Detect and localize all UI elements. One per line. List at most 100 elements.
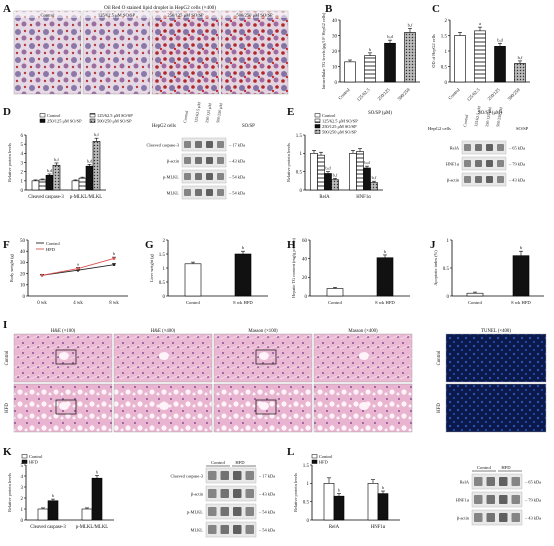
y-tick-label-F: 30 — [20, 261, 26, 266]
blot-band — [475, 160, 482, 167]
y-axis-label-J: Apoptotic index (%) — [433, 250, 438, 286]
blot-l-group-label: Control — [477, 465, 492, 470]
micrograph-caption: 500/250 μM SO/SP — [236, 13, 273, 18]
central-vein — [159, 402, 169, 410]
blot-d-lane-label: 125/62.5 μM — [193, 101, 202, 123]
significance-label-l: b — [338, 488, 340, 493]
significance-label-c: b,d — [497, 37, 503, 43]
legend-swatch-l — [311, 459, 318, 464]
histology-row-label: Control — [437, 350, 442, 365]
y-tick-label-G: 1 — [163, 267, 166, 272]
bar-e — [370, 182, 378, 191]
blot-band — [511, 477, 520, 486]
blot-strip — [181, 169, 227, 184]
significance-label-d: b,f — [94, 132, 99, 138]
blot-d-title-left: HepG2 cells — [152, 124, 176, 129]
blot-strip — [471, 473, 523, 490]
y-tick-label-D: 6 — [21, 134, 24, 139]
blot-band — [511, 513, 520, 522]
x-tick-label-e: RelA — [319, 195, 330, 200]
blot-e-title-left: HepG2 cells — [428, 126, 451, 131]
y-axis-label-H: Hepatic TG content (mg/g protein) — [291, 238, 296, 298]
legend-label-f: HFD — [46, 247, 56, 252]
bar-h — [376, 257, 394, 297]
legend-swatch-e — [314, 118, 321, 123]
chart-c: 0 0.5 1 1.5 2 OD of HepG2 cells Control a 125/62… — [431, 19, 530, 116]
histology-header: H&E (×100) — [51, 329, 76, 334]
y-tick-label-F: 20 — [20, 272, 26, 277]
chart-h: 0 20 40 60 Hepatic TG content (mg/g protein)… — [291, 238, 410, 305]
x-tick-label-c: Control — [447, 87, 461, 101]
y-tick-label-B: 0 — [335, 81, 338, 86]
y-tick-label-F: 50 — [20, 239, 26, 244]
blot-kda-label: – 54 kDa — [258, 509, 275, 514]
bar-e — [331, 179, 339, 191]
blot-l-group-label: HFD — [501, 465, 511, 470]
blot-band-label: p-MLKL — [187, 509, 203, 514]
y-axis-label-G: Liver weight (g) — [149, 253, 154, 282]
micrograph-caption: Control — [40, 13, 55, 18]
x-tick-label-k: p-MLKL/MLKL — [76, 525, 109, 530]
central-vein — [59, 352, 69, 360]
data-point-f — [40, 273, 44, 277]
blot-band — [474, 495, 483, 504]
zoom-box — [255, 399, 277, 415]
blot-band — [217, 173, 224, 180]
blot-band — [195, 173, 202, 180]
bar-b — [364, 55, 376, 83]
panel-a-title: Oil Red O stained lipid droplet in HepG2… — [104, 4, 216, 11]
blot-band — [245, 489, 254, 498]
y-tick-label-E: 0 — [300, 189, 303, 194]
blot-e-lane-label: 500/250 μM — [495, 106, 503, 127]
bar-d — [52, 164, 61, 191]
x-tick-label-g: Control — [186, 300, 201, 305]
legend-label-d: Control — [47, 113, 61, 118]
data-point-f — [112, 263, 116, 267]
bar-l — [377, 493, 389, 521]
blot-band — [208, 507, 217, 516]
y-tick-label-L: 0 — [307, 519, 310, 524]
legend-label-e: Control — [322, 113, 336, 118]
blot-band — [233, 525, 242, 534]
blot-band — [245, 471, 254, 480]
blot-strip — [205, 485, 257, 502]
bar-d — [78, 177, 87, 191]
y-tick-label-D: 3 — [21, 161, 24, 166]
blot-band — [217, 157, 224, 164]
x-tick-label-j: 8 wk HFD — [511, 300, 531, 305]
significance-label-d: b,f — [54, 157, 59, 163]
blot-l: RelA – 65 kDa HNF1α – 79 kDa β-actin – 43 kDa — [456, 473, 541, 526]
blot-band-label: β-actin — [457, 515, 470, 520]
panel-letter-b: B — [325, 3, 333, 15]
blot-d-lane-label: 500/250 μM — [215, 102, 223, 123]
y-axis-label-F: Body weight (g) — [9, 253, 14, 282]
x-tick-label-g: 8 wk HFD — [233, 300, 253, 305]
y-tick-label-G: 0 — [163, 295, 166, 300]
x-tick-label-d: p-MLKL/MLKL — [70, 195, 103, 200]
chart-f: 0 10 20 30 40 50 Body weight (g) 0 wk 4 wk 8 wk a b… — [9, 239, 128, 306]
blot-band-label: MLKL — [167, 190, 180, 195]
y-tick-label-C: 0.5 — [441, 65, 448, 70]
panel-letter-k: K — [3, 446, 12, 458]
blot-k: Cleaved caspase-3 – 17 kDa β-actin – 43 kDa… — [170, 467, 275, 538]
blot-strip — [471, 491, 523, 508]
significance-label-e: b,f — [372, 175, 377, 181]
blot-band — [206, 157, 213, 164]
bar-d — [45, 175, 54, 191]
blot-band — [464, 144, 471, 151]
blot-band-label: HNF1α — [446, 161, 460, 166]
significance-label-b: b,d — [387, 34, 393, 40]
histology-image — [445, 383, 547, 433]
panel-letter-l: L — [287, 446, 294, 458]
blot-e-lane-label: Control — [462, 113, 469, 127]
x-tick-label-f: 4 wk — [73, 301, 83, 306]
blot-band — [195, 189, 202, 196]
y-tick-label-J: 0.5 — [443, 267, 450, 272]
blot-band — [217, 189, 224, 196]
bar-c — [474, 30, 486, 83]
histology-row-label: HFD — [5, 403, 10, 413]
blot-band — [474, 477, 483, 486]
blot-band — [475, 176, 482, 183]
y-tick-label-H: 20 — [302, 276, 308, 281]
histology-header: Masson (×100) — [248, 329, 278, 334]
